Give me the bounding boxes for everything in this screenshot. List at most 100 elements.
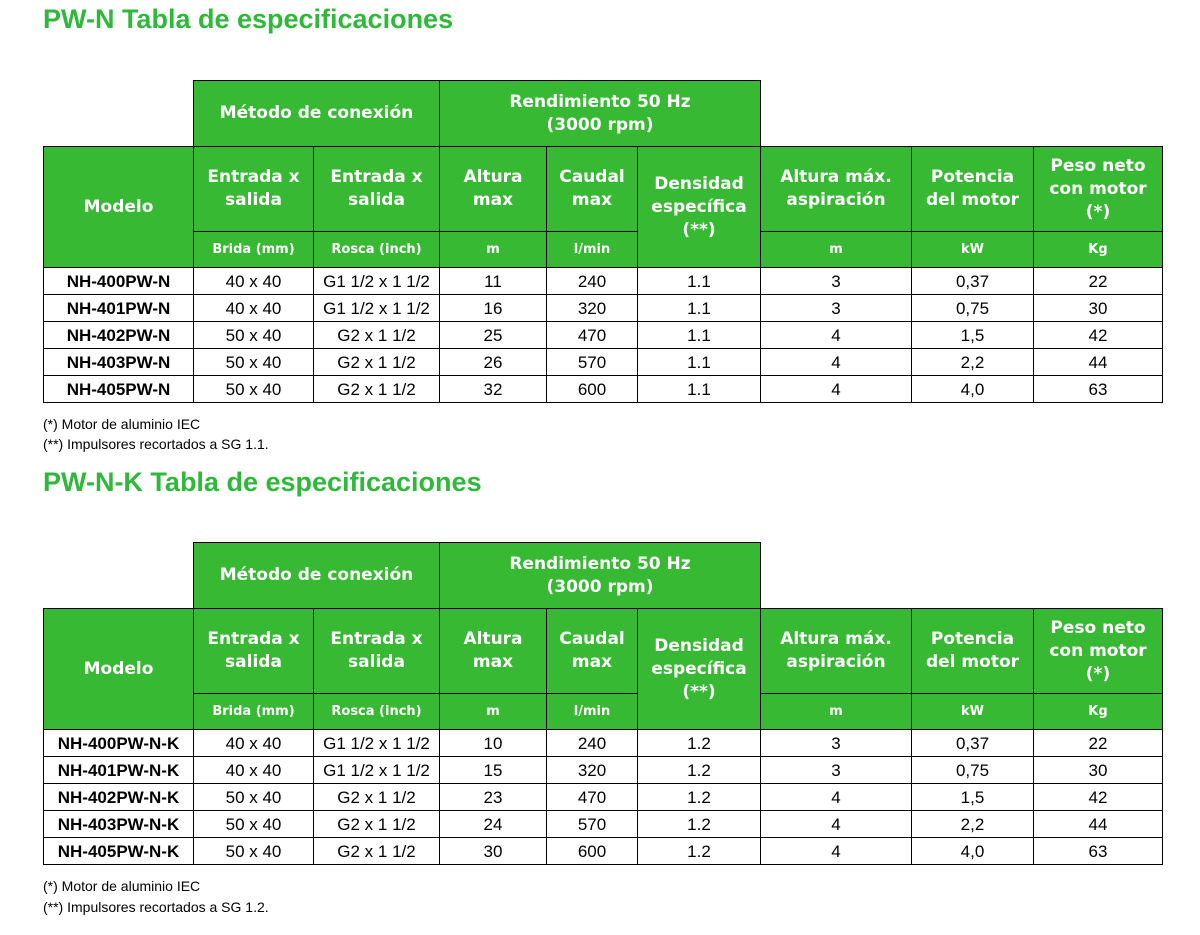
cell-power: 4,0 — [911, 375, 1034, 403]
table-title: PW-N Tabla de especificaciones — [43, 4, 454, 34]
cell-density: 1.2 — [637, 810, 761, 838]
cell-flange: 40 x 40 — [193, 729, 314, 757]
group-header-connection: Método de conexión — [193, 542, 440, 609]
cell-weight: 22 — [1033, 729, 1163, 757]
cell-weight: 22 — [1033, 267, 1163, 295]
cell-flow: 470 — [546, 321, 638, 349]
unit-flow: l/min — [546, 231, 638, 268]
cell-suction: 3 — [760, 756, 912, 784]
table-row: NH-402PW-N 50 x 40 G2 x 1 1/2 25 470 1.1… — [43, 321, 1163, 349]
cell-weight: 42 — [1033, 321, 1163, 349]
header-blank-cell — [44, 81, 194, 147]
spec-table: Método de conexión Rendimiento 50 Hz (300… — [43, 542, 1163, 865]
unit-power: kW — [911, 231, 1034, 268]
cell-model: NH-405PW-N — [43, 375, 194, 403]
cell-flow: 240 — [546, 729, 638, 757]
column-header-power: Potencia del motor — [911, 608, 1034, 694]
cell-head: 26 — [439, 348, 547, 376]
cell-power: 1,5 — [911, 321, 1034, 349]
cell-head: 23 — [439, 783, 547, 811]
column-header-model: Modelo — [43, 608, 194, 730]
cell-flange: 50 x 40 — [193, 783, 314, 811]
table-row: NH-400PW-N 40 x 40 G1 1/2 x 1 1/2 11 240… — [43, 267, 1163, 295]
table-row: NH-405PW-N 50 x 40 G2 x 1 1/2 32 600 1.1… — [43, 375, 1163, 403]
header-blank-cell — [761, 543, 1163, 609]
column-header-flow: Caudal max — [546, 146, 638, 232]
cell-density: 1.2 — [637, 729, 761, 757]
cell-density: 1.2 — [637, 783, 761, 811]
footnote-impellers: (**) Impulsores recortados a SG 1.2. — [43, 899, 269, 915]
unit-flange: Brida (mm) — [193, 231, 314, 268]
cell-suction: 3 — [760, 267, 912, 295]
cell-suction: 4 — [760, 321, 912, 349]
cell-model: NH-400PW-N — [43, 267, 194, 295]
cell-density: 1.1 — [637, 267, 761, 295]
footnote-impellers: (**) Impulsores recortados a SG 1.1. — [43, 436, 269, 452]
cell-weight: 44 — [1033, 810, 1163, 838]
cell-flange: 50 x 40 — [193, 348, 314, 376]
column-header-head: Altura max — [439, 608, 547, 694]
cell-thread: G2 x 1 1/2 — [313, 783, 440, 811]
cell-power: 2,2 — [911, 348, 1034, 376]
cell-weight: 63 — [1033, 375, 1163, 403]
cell-flow: 240 — [546, 267, 638, 295]
cell-head: 11 — [439, 267, 547, 295]
group-header-performance: Rendimiento 50 Hz (3000 rpm) — [439, 80, 761, 147]
column-header-suction: Altura máx. aspiración — [760, 608, 912, 694]
cell-weight: 44 — [1033, 348, 1163, 376]
header-blank-cell — [44, 543, 194, 609]
table-row: NH-401PW-N-K 40 x 40 G1 1/2 x 1 1/2 15 3… — [43, 756, 1163, 784]
cell-thread: G1 1/2 x 1 1/2 — [313, 756, 440, 784]
cell-suction: 3 — [760, 294, 912, 322]
cell-flange: 40 x 40 — [193, 756, 314, 784]
table-row: NH-400PW-N-K 40 x 40 G1 1/2 x 1 1/2 10 2… — [43, 729, 1163, 757]
cell-head: 10 — [439, 729, 547, 757]
header-blank-cell — [761, 81, 1163, 147]
cell-density: 1.1 — [637, 294, 761, 322]
cell-weight: 63 — [1033, 837, 1163, 865]
column-header-flow: Caudal max — [546, 608, 638, 694]
cell-density: 1.1 — [637, 321, 761, 349]
cell-suction: 3 — [760, 729, 912, 757]
cell-model: NH-403PW-N — [43, 348, 194, 376]
column-header-weight: Peso neto con motor (*) — [1033, 608, 1163, 694]
table-row: NH-401PW-N 40 x 40 G1 1/2 x 1 1/2 16 320… — [43, 294, 1163, 322]
cell-density: 1.2 — [637, 756, 761, 784]
cell-flow: 320 — [546, 294, 638, 322]
cell-power: 1,5 — [911, 783, 1034, 811]
column-header-power: Potencia del motor — [911, 146, 1034, 232]
cell-weight: 30 — [1033, 756, 1163, 784]
column-header-weight: Peso neto con motor (*) — [1033, 146, 1163, 232]
group-header-connection: Método de conexión — [193, 80, 440, 147]
spec-table: Método de conexión Rendimiento 50 Hz (300… — [43, 80, 1163, 403]
unit-weight: Kg — [1033, 231, 1163, 268]
column-header-inlet-thread: Entrada x salida — [313, 146, 440, 232]
unit-suction: m — [760, 231, 912, 268]
unit-power: kW — [911, 693, 1034, 730]
column-header-density: Densidad específica (**) — [637, 146, 761, 268]
unit-thread: Rosca (inch) — [313, 231, 440, 268]
cell-thread: G1 1/2 x 1 1/2 — [313, 294, 440, 322]
cell-head: 16 — [439, 294, 547, 322]
cell-density: 1.1 — [637, 348, 761, 376]
cell-power: 0,75 — [911, 756, 1034, 784]
column-header-head: Altura max — [439, 146, 547, 232]
cell-model: NH-401PW-N — [43, 294, 194, 322]
cell-flow: 600 — [546, 375, 638, 403]
cell-model: NH-401PW-N-K — [43, 756, 194, 784]
cell-flow: 600 — [546, 837, 638, 865]
cell-model: NH-402PW-N — [43, 321, 194, 349]
cell-suction: 4 — [760, 810, 912, 838]
cell-flow: 570 — [546, 348, 638, 376]
cell-flange: 50 x 40 — [193, 321, 314, 349]
cell-suction: 4 — [760, 375, 912, 403]
cell-weight: 30 — [1033, 294, 1163, 322]
cell-power: 0,75 — [911, 294, 1034, 322]
cell-suction: 4 — [760, 348, 912, 376]
cell-flange: 40 x 40 — [193, 267, 314, 295]
cell-head: 15 — [439, 756, 547, 784]
unit-flange: Brida (mm) — [193, 693, 314, 730]
cell-power: 0,37 — [911, 267, 1034, 295]
cell-head: 32 — [439, 375, 547, 403]
cell-thread: G1 1/2 x 1 1/2 — [313, 267, 440, 295]
